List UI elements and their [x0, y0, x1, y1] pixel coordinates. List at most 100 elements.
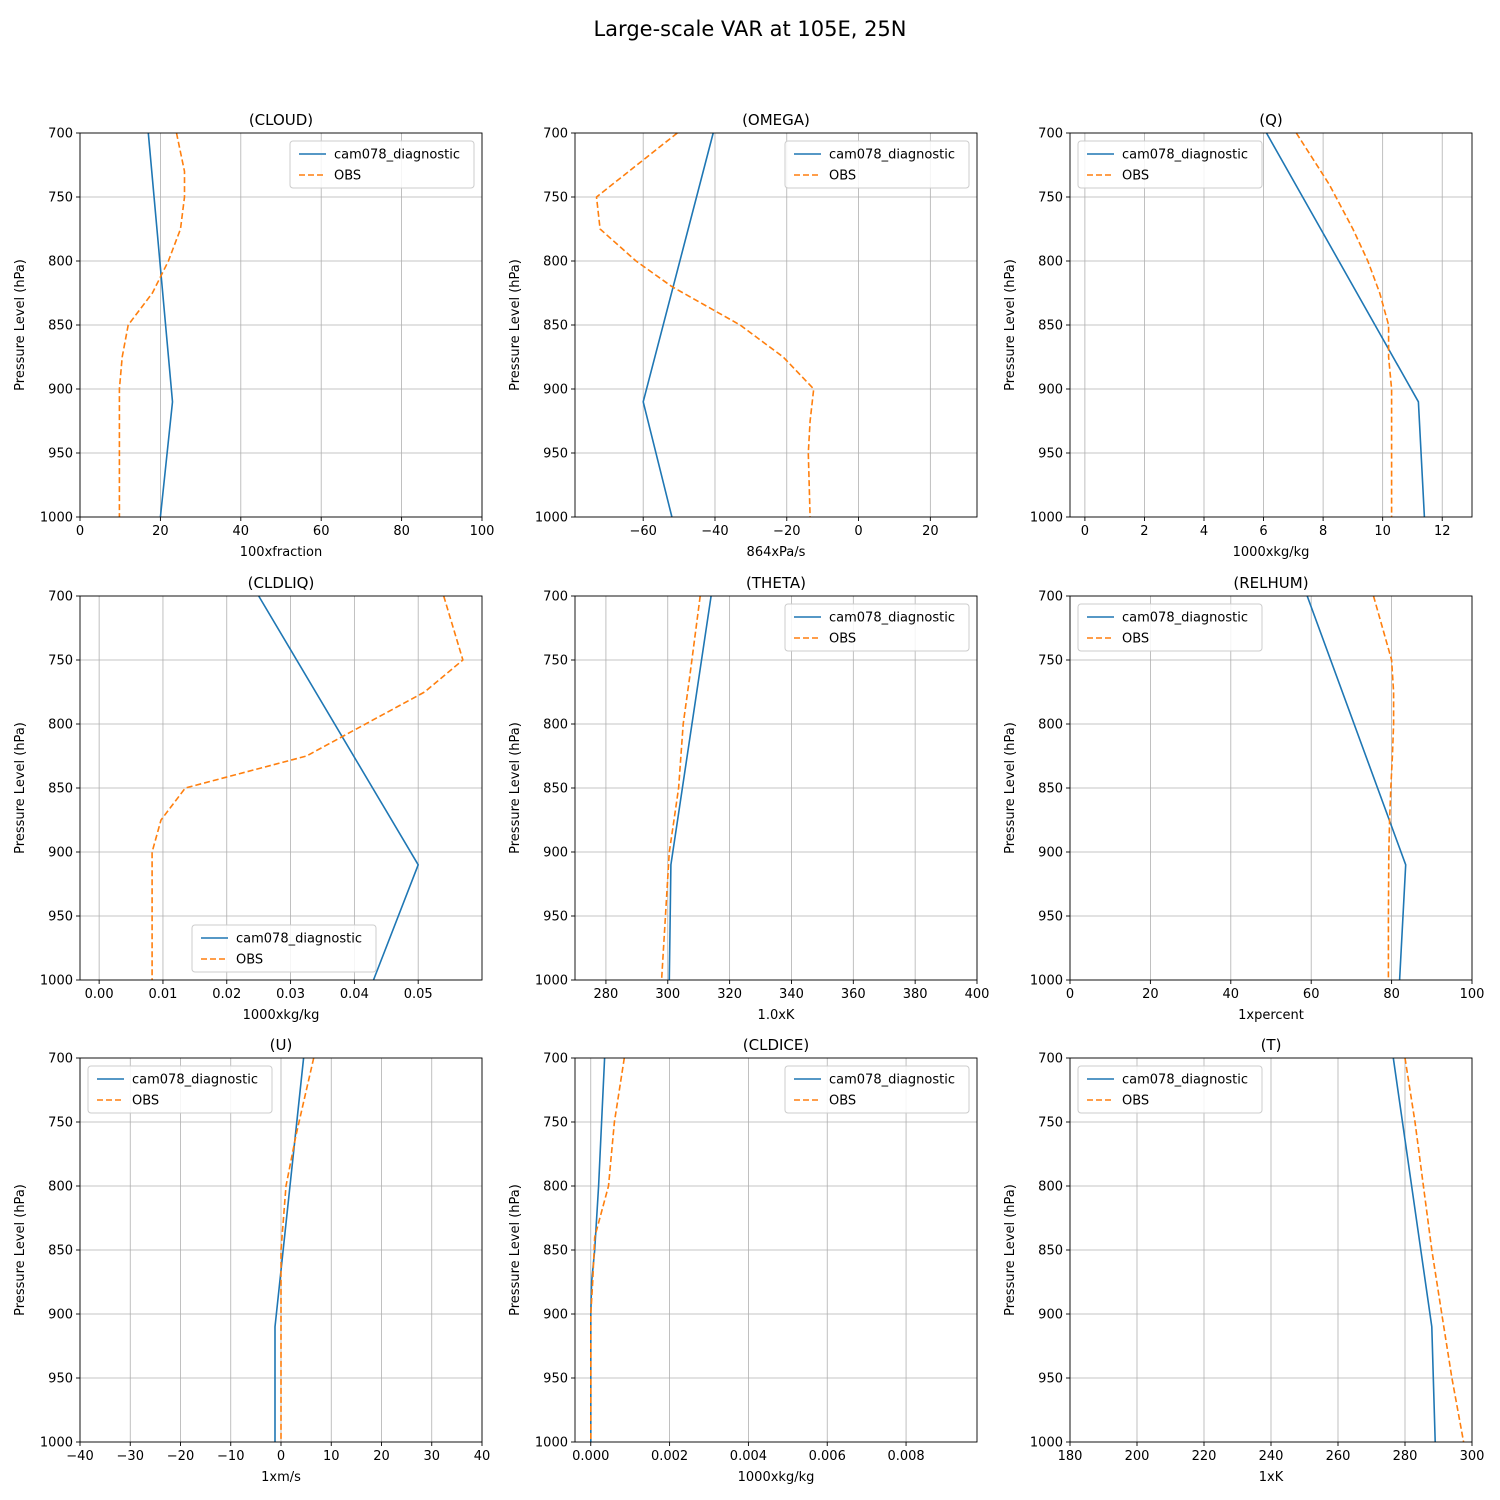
x-tick-label: 280 — [1393, 1449, 1418, 1464]
x-tick-label: 280 — [594, 987, 619, 1002]
y-tick-label: 950 — [48, 447, 73, 462]
y-tick-label: 900 — [48, 846, 73, 861]
x-tick-label: −20 — [167, 1449, 194, 1464]
y-tick-label: 1000 — [40, 511, 73, 526]
y-tick-label: 700 — [1038, 590, 1063, 605]
y-tick-label: 1000 — [1030, 974, 1063, 989]
x-tick-label: 300 — [1460, 1449, 1485, 1464]
y-tick-label: 850 — [48, 782, 73, 797]
panel-title: (CLDLIQ) — [248, 574, 315, 592]
y-tick-label: 900 — [1038, 846, 1063, 861]
x-tick-label: 60 — [1303, 987, 1320, 1002]
legend-label: OBS — [132, 1094, 159, 1109]
legend-label: cam078_diagnostic — [334, 148, 460, 163]
series-line-obs — [589, 1057, 626, 1442]
legend-label: OBS — [829, 169, 856, 184]
y-tick-label: 900 — [1038, 1308, 1063, 1323]
x-tick-label: 360 — [841, 987, 866, 1002]
x-tick-label: 20 — [152, 524, 169, 539]
y-tick-label: 750 — [48, 191, 73, 206]
legend-label: OBS — [1122, 1094, 1149, 1109]
x-tick-label: 0 — [277, 1449, 285, 1464]
panel-title: (CLDICE) — [743, 1036, 809, 1054]
legend-label: cam078_diagnostic — [132, 1073, 258, 1088]
y-tick-label: 800 — [1038, 718, 1063, 733]
x-tick-label: 40 — [233, 524, 250, 539]
x-tick-label: 40 — [1223, 987, 1240, 1002]
y-tick-label: 1000 — [535, 1436, 568, 1451]
x-tick-label: 240 — [1259, 1449, 1284, 1464]
y-tick-label: 850 — [48, 1244, 73, 1259]
legend: cam078_diagnostic OBS — [784, 140, 970, 189]
panel-4: 0.00 0.01 0.02 0.03 0.04 0.05 700 750 800 850 900 9… — [13, 574, 483, 1023]
x-axis-label: 1xpercent — [1238, 1008, 1304, 1023]
series-line-model — [258, 595, 420, 981]
y-axis-label: Pressure Level (hPa) — [13, 259, 28, 391]
x-tick-label: 30 — [423, 1449, 440, 1464]
x-tick-label: −40 — [66, 1449, 93, 1464]
legend: cam078_diagnostic OBS — [1077, 603, 1263, 652]
x-tick-label: 12 — [1434, 524, 1451, 539]
x-tick-label: 0.02 — [212, 987, 241, 1002]
series-line-model — [1306, 595, 1407, 981]
x-tick-label: 100 — [1460, 987, 1485, 1002]
y-tick-label: 700 — [543, 1052, 568, 1067]
legend-box — [1077, 603, 1263, 652]
x-tick-label: 0.004 — [730, 1449, 767, 1464]
legend-box — [784, 603, 970, 652]
x-tick-label: 260 — [1326, 1449, 1351, 1464]
y-tick-label: 800 — [48, 255, 73, 270]
y-tick-label: 700 — [1038, 1052, 1063, 1067]
x-tick-label: 0 — [1081, 524, 1089, 539]
y-tick-label: 1000 — [40, 974, 73, 989]
x-tick-label: 400 — [965, 987, 990, 1002]
legend-box — [289, 140, 475, 189]
panel-title: (OMEGA) — [742, 111, 810, 129]
y-tick-label: 750 — [543, 1116, 568, 1131]
panel-title: (Q) — [1259, 111, 1283, 129]
y-tick-label: 950 — [543, 447, 568, 462]
x-tick-label: −40 — [701, 524, 728, 539]
x-axis-label: 100xfraction — [240, 545, 322, 560]
x-tick-label: −20 — [773, 524, 800, 539]
y-tick-label: 900 — [48, 1308, 73, 1323]
y-tick-label: 850 — [1038, 319, 1063, 334]
legend-label: OBS — [829, 632, 856, 647]
y-tick-label: 950 — [1038, 447, 1063, 462]
y-tick-label: 800 — [1038, 255, 1063, 270]
panel-2: −60 −40 −20 0 20 700 750 800 850 900 950 1000 (OMEGA… — [508, 111, 978, 560]
series-line-model — [642, 132, 714, 518]
legend-box — [784, 1065, 970, 1114]
x-tick-label: 380 — [903, 987, 928, 1002]
panels-grid: 0 20 40 60 80 1007007508008509009501000(CLOUD… — [13, 111, 1484, 1485]
y-tick-label: 700 — [1038, 127, 1063, 142]
series-line-obs — [118, 132, 186, 517]
panel-title: (CLOUD) — [249, 111, 313, 129]
y-axis-label: Pressure Level (hPa) — [1003, 1184, 1018, 1316]
y-tick-label: 800 — [48, 1180, 73, 1195]
x-tick-label: 0 — [1066, 987, 1074, 1002]
y-tick-label: 1000 — [1030, 511, 1063, 526]
x-tick-label: 180 — [1058, 1449, 1083, 1464]
legend-box — [87, 1065, 273, 1114]
y-tick-label: 950 — [543, 1372, 568, 1387]
x-tick-label: 20 — [373, 1449, 390, 1464]
x-tick-label: 8 — [1319, 524, 1327, 539]
y-tick-label: 700 — [543, 590, 568, 605]
panel-8: 0.000 0.002 0.004 0.006 0.008 700 750 800 850 900… — [508, 1036, 978, 1485]
y-tick-label: 750 — [48, 654, 73, 669]
x-axis-label: 1xm/s — [261, 1470, 301, 1485]
y-tick-label: 750 — [1038, 191, 1063, 206]
series-line-model — [1392, 1057, 1436, 1443]
x-tick-label: 40 — [474, 1449, 491, 1464]
x-tick-label: 340 — [779, 987, 804, 1002]
legend: cam078_diagnostic OBS — [289, 140, 475, 189]
y-tick-label: 700 — [48, 127, 73, 142]
x-tick-label: 20 — [1142, 987, 1159, 1002]
x-tick-label: 20 — [922, 524, 939, 539]
x-axis-label: 864xPa/s — [747, 545, 806, 560]
x-tick-label: 0 — [854, 524, 862, 539]
y-tick-label: 750 — [543, 191, 568, 206]
legend-label: cam078_diagnostic — [829, 611, 955, 626]
y-tick-label: 800 — [1038, 1180, 1063, 1195]
